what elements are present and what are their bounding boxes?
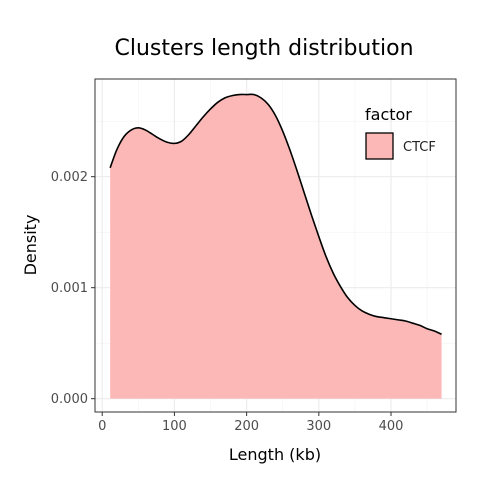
y-axis: 0.000 0.001 0.002 xyxy=(51,170,95,407)
series-layer xyxy=(109,93,442,399)
density-line-ctcf xyxy=(109,93,442,336)
x-tick-label: 400 xyxy=(379,419,404,434)
y-tick-label: 0.001 xyxy=(51,281,88,296)
y-tick-label: 0.000 xyxy=(51,392,88,407)
y-tick-label: 0.002 xyxy=(51,170,88,185)
y-axis-label: Density xyxy=(21,215,40,276)
panel-border xyxy=(94,78,457,413)
x-tick-label: 200 xyxy=(234,419,259,434)
legend-key-ctcf xyxy=(365,132,394,160)
x-tick-label: 100 xyxy=(162,419,187,434)
x-axis: 0 100 200 300 400 xyxy=(98,412,403,434)
legend-label-ctcf: CTCF xyxy=(403,140,436,155)
x-tick-label: 0 xyxy=(98,419,106,434)
chart-title: Clusters length distribution xyxy=(114,36,413,61)
x-axis-label: Length (kb) xyxy=(229,445,321,464)
density-area-ctcf xyxy=(110,94,442,399)
legend-title: factor xyxy=(365,105,412,124)
legend: factor CTCF xyxy=(365,105,436,160)
x-tick-label: 300 xyxy=(306,419,331,434)
plot-panel xyxy=(94,78,457,413)
